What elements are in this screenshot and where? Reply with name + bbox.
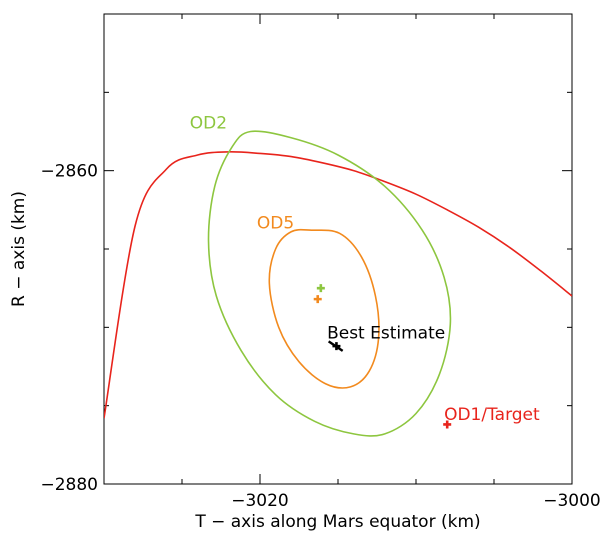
x-axis-title: T − axis along Mars equator (km): [194, 512, 480, 532]
x-tick-label: −3000: [543, 491, 601, 511]
axis-tick-labels: −3020 −3000 −2860 −2880: [40, 162, 600, 511]
marker-od1-target: [443, 420, 452, 429]
label-od2: OD2: [190, 113, 227, 133]
ellipse-od1-target: [104, 151, 572, 419]
x-tick-label: −3020: [231, 491, 289, 511]
y-axis-title: R − axis (km): [9, 191, 29, 307]
best-estimate-spread: [327, 340, 344, 352]
label-best-estimate: Best Estimate: [327, 323, 445, 343]
estimate-markers: [313, 284, 452, 429]
annotations: OD2 OD5 Best Estimate OD1/Target: [190, 113, 540, 424]
axis-ticks: [103, 13, 573, 485]
ellipse-od5: [268, 228, 380, 389]
y-tick-label: −2860: [40, 162, 98, 182]
error-ellipses: [104, 130, 572, 437]
marker-od2: [316, 284, 325, 293]
y-tick-label: −2880: [40, 475, 98, 495]
ellipse-od2: [207, 130, 452, 437]
marker-od5: [313, 295, 322, 304]
label-od5: OD5: [257, 214, 294, 234]
label-od1-target: OD1/Target: [444, 405, 540, 425]
